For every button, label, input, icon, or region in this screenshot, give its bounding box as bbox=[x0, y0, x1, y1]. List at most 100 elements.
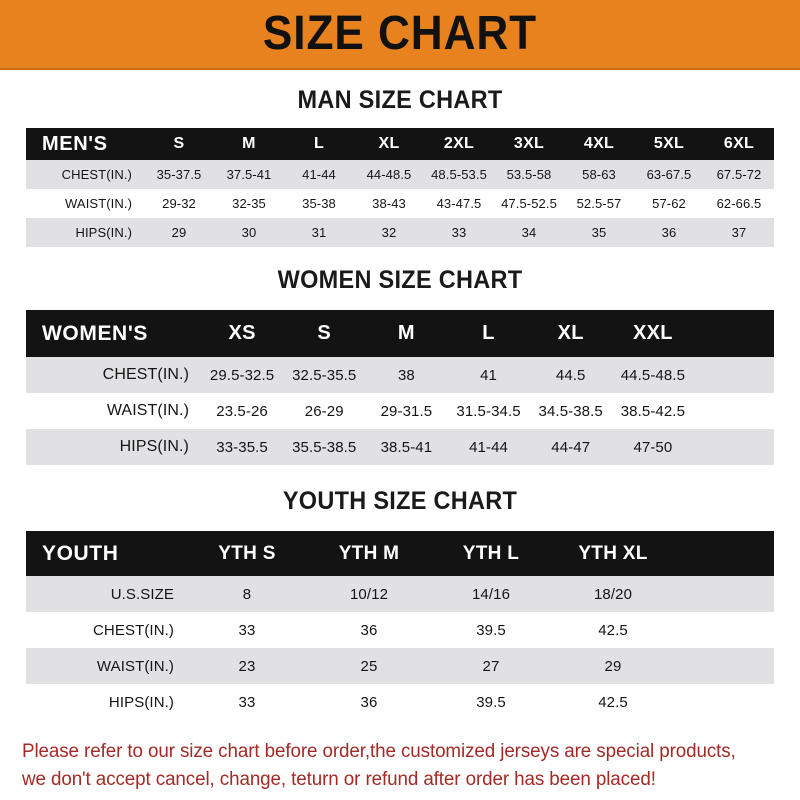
man-hips-5xl: 36 bbox=[661, 225, 677, 240]
women-chest-xs: 29.5-32.5 bbox=[209, 366, 275, 384]
youth-waist-l: 27 bbox=[482, 657, 500, 675]
man-chest-3xl: 53.5-58 bbox=[506, 167, 552, 182]
women-col-xs: XS bbox=[228, 322, 256, 344]
women-col-xxl: XXL bbox=[632, 322, 673, 344]
man-chest-5xl: 63-67.5 bbox=[646, 167, 692, 182]
man-waist-xl: 38-43 bbox=[372, 196, 406, 211]
man-chest-s: 35-37.5 bbox=[156, 167, 202, 182]
youth-size-chart: YOUTH YTH S YTH M YTH L YTH XL U.S.SIZE … bbox=[26, 531, 774, 720]
man-col-xl: XL bbox=[378, 135, 400, 152]
youth-hips-l: 39.5 bbox=[476, 693, 506, 711]
women-hips-m: 38.5-41 bbox=[380, 438, 433, 456]
page-banner: SIZE CHART bbox=[0, 0, 800, 70]
women-row-hips-label: HIPS(IN.) bbox=[119, 438, 189, 455]
man-waist-s: 29-32 bbox=[162, 196, 196, 211]
man-header-label: MEN'S bbox=[42, 132, 108, 155]
youth-table-body: U.S.SIZE 8 10/12 14/16 18/20 CHEST(IN.) … bbox=[26, 576, 774, 720]
man-chest-xl: 44-48.5 bbox=[366, 167, 412, 182]
disclaimer-line-2: we don't accept cancel, change, teturn o… bbox=[22, 768, 656, 790]
youth-header-row: YOUTH YTH S YTH M YTH L YTH XL bbox=[26, 531, 774, 576]
women-row-waist-label: WAIST(IN.) bbox=[106, 402, 189, 419]
youth-ussize-m: 10/12 bbox=[349, 585, 389, 603]
man-hips-xl: 32 bbox=[381, 225, 397, 240]
order-disclaimer: Please refer to our size chart before or… bbox=[22, 738, 770, 793]
youth-chest-spacer bbox=[674, 612, 774, 648]
women-waist-xl: 34.5-38.5 bbox=[538, 402, 603, 420]
youth-ussize-spacer bbox=[674, 576, 774, 612]
youth-row-ussize-label: U.S.SIZE bbox=[110, 585, 174, 603]
man-header-row: MEN'S S M L XL 2XL 3XL 4XL 5XL 6XL bbox=[26, 128, 774, 160]
women-waist-spacer bbox=[694, 393, 774, 429]
table-row: HIPS(IN.) 33 36 39.5 42.5 bbox=[26, 684, 774, 720]
women-hips-s: 35.5-38.5 bbox=[292, 438, 357, 456]
youth-ussize-l: 14/16 bbox=[471, 585, 511, 603]
women-waist-l: 31.5-34.5 bbox=[456, 402, 521, 420]
women-chest-l: 41 bbox=[480, 366, 497, 384]
disclaimer-line-1: Please refer to our size chart before or… bbox=[22, 741, 736, 762]
youth-section-title: YOUTH SIZE CHART bbox=[282, 487, 518, 515]
table-row: HIPS(IN.) 29 30 31 32 33 34 35 36 37 bbox=[26, 218, 774, 247]
youth-col-xl: YTH XL bbox=[578, 542, 648, 564]
women-waist-s: 26-29 bbox=[304, 402, 344, 420]
man-section-title: MAN SIZE CHART bbox=[297, 86, 503, 114]
youth-col-s: YTH S bbox=[218, 542, 276, 564]
man-waist-2xl: 43-47.5 bbox=[436, 196, 482, 211]
man-table-body: CHEST(IN.) 35-37.5 37.5-41 41-44 44-48.5… bbox=[26, 160, 774, 247]
youth-table-head: YOUTH YTH S YTH M YTH L YTH XL bbox=[26, 531, 774, 576]
women-size-table: WOMEN'S XS S M L XL XXL CHEST(IN.) 29.5-… bbox=[26, 310, 774, 465]
women-col-s: S bbox=[317, 322, 332, 344]
youth-hips-m: 36 bbox=[360, 693, 378, 711]
women-hips-xxl: 47-50 bbox=[633, 438, 673, 456]
women-col-xl: XL bbox=[557, 322, 584, 344]
man-hips-l: 31 bbox=[311, 225, 327, 240]
youth-chest-l: 39.5 bbox=[476, 621, 506, 639]
women-header-row: WOMEN'S XS S M L XL XXL bbox=[26, 310, 774, 357]
man-chest-m: 37.5-41 bbox=[226, 167, 272, 182]
women-chest-xxl: 44.5-48.5 bbox=[620, 366, 686, 384]
man-hips-3xl: 34 bbox=[521, 225, 537, 240]
man-hips-6xl: 37 bbox=[731, 225, 747, 240]
women-chest-xl: 44.5 bbox=[555, 366, 586, 384]
man-col-3xl: 3XL bbox=[513, 135, 545, 152]
women-waist-m: 29-31.5 bbox=[380, 402, 433, 420]
women-hips-xs: 33-35.5 bbox=[216, 438, 268, 456]
youth-col-m: YTH M bbox=[338, 542, 400, 564]
youth-row-chest-label: CHEST(IN.) bbox=[93, 621, 174, 639]
women-hips-l: 41-44 bbox=[469, 438, 508, 456]
women-waist-xxl: 38.5-42.5 bbox=[620, 402, 686, 420]
table-row: CHEST(IN.) 33 36 39.5 42.5 bbox=[26, 612, 774, 648]
man-hips-4xl: 35 bbox=[591, 225, 607, 240]
man-hips-s: 29 bbox=[171, 225, 187, 240]
man-chest-2xl: 48.5-53.5 bbox=[431, 167, 487, 182]
man-waist-l: 35-38 bbox=[302, 196, 336, 211]
women-hips-xl: 44-47 bbox=[551, 438, 591, 456]
man-col-6xl: 6XL bbox=[723, 135, 755, 152]
table-row: WAIST(IN.) 29-32 32-35 35-38 38-43 43-47… bbox=[26, 189, 774, 218]
youth-col-l: YTH L bbox=[462, 542, 520, 564]
man-col-s: S bbox=[173, 135, 185, 152]
man-row-chest-label: CHEST(IN.) bbox=[61, 167, 132, 182]
man-col-l: L bbox=[313, 135, 325, 152]
table-row: U.S.SIZE 8 10/12 14/16 18/20 bbox=[26, 576, 774, 612]
man-col-4xl: 4XL bbox=[583, 135, 615, 152]
man-hips-2xl: 33 bbox=[451, 225, 467, 240]
women-header-label: WOMEN'S bbox=[42, 321, 149, 345]
youth-waist-s: 23 bbox=[238, 657, 256, 675]
women-hips-spacer bbox=[694, 429, 774, 465]
man-chest-l: 41-44 bbox=[302, 167, 336, 182]
man-waist-5xl: 57-62 bbox=[652, 196, 686, 211]
youth-waist-xl: 29 bbox=[604, 657, 622, 675]
youth-hips-xl: 42.5 bbox=[598, 693, 628, 711]
women-col-m: M bbox=[397, 322, 415, 344]
women-size-chart: WOMEN'S XS S M L XL XXL CHEST(IN.) 29.5-… bbox=[26, 310, 774, 465]
man-row-hips-label: HIPS(IN.) bbox=[75, 225, 132, 240]
man-chest-6xl: 67.5-72 bbox=[716, 167, 762, 182]
man-chest-4xl: 58-63 bbox=[582, 167, 616, 182]
table-row: CHEST(IN.) 29.5-32.5 32.5-35.5 38 41 44.… bbox=[26, 357, 774, 393]
man-hips-m: 30 bbox=[241, 225, 257, 240]
man-size-table: MEN'S S M L XL 2XL 3XL 4XL 5XL 6XL CHEST… bbox=[26, 128, 774, 247]
women-section-title: WOMEN SIZE CHART bbox=[277, 266, 523, 294]
table-row: WAIST(IN.) 23.5-26 26-29 29-31.5 31.5-34… bbox=[26, 393, 774, 429]
man-row-waist-label: WAIST(IN.) bbox=[65, 196, 132, 211]
